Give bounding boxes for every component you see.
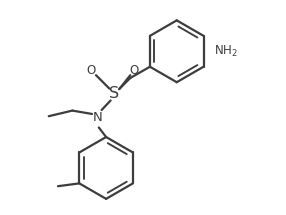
Text: NH$_2$: NH$_2$ [214,44,238,59]
Text: O: O [86,64,96,77]
Text: N: N [93,111,103,124]
Text: S: S [110,86,120,101]
Text: O: O [130,64,139,77]
